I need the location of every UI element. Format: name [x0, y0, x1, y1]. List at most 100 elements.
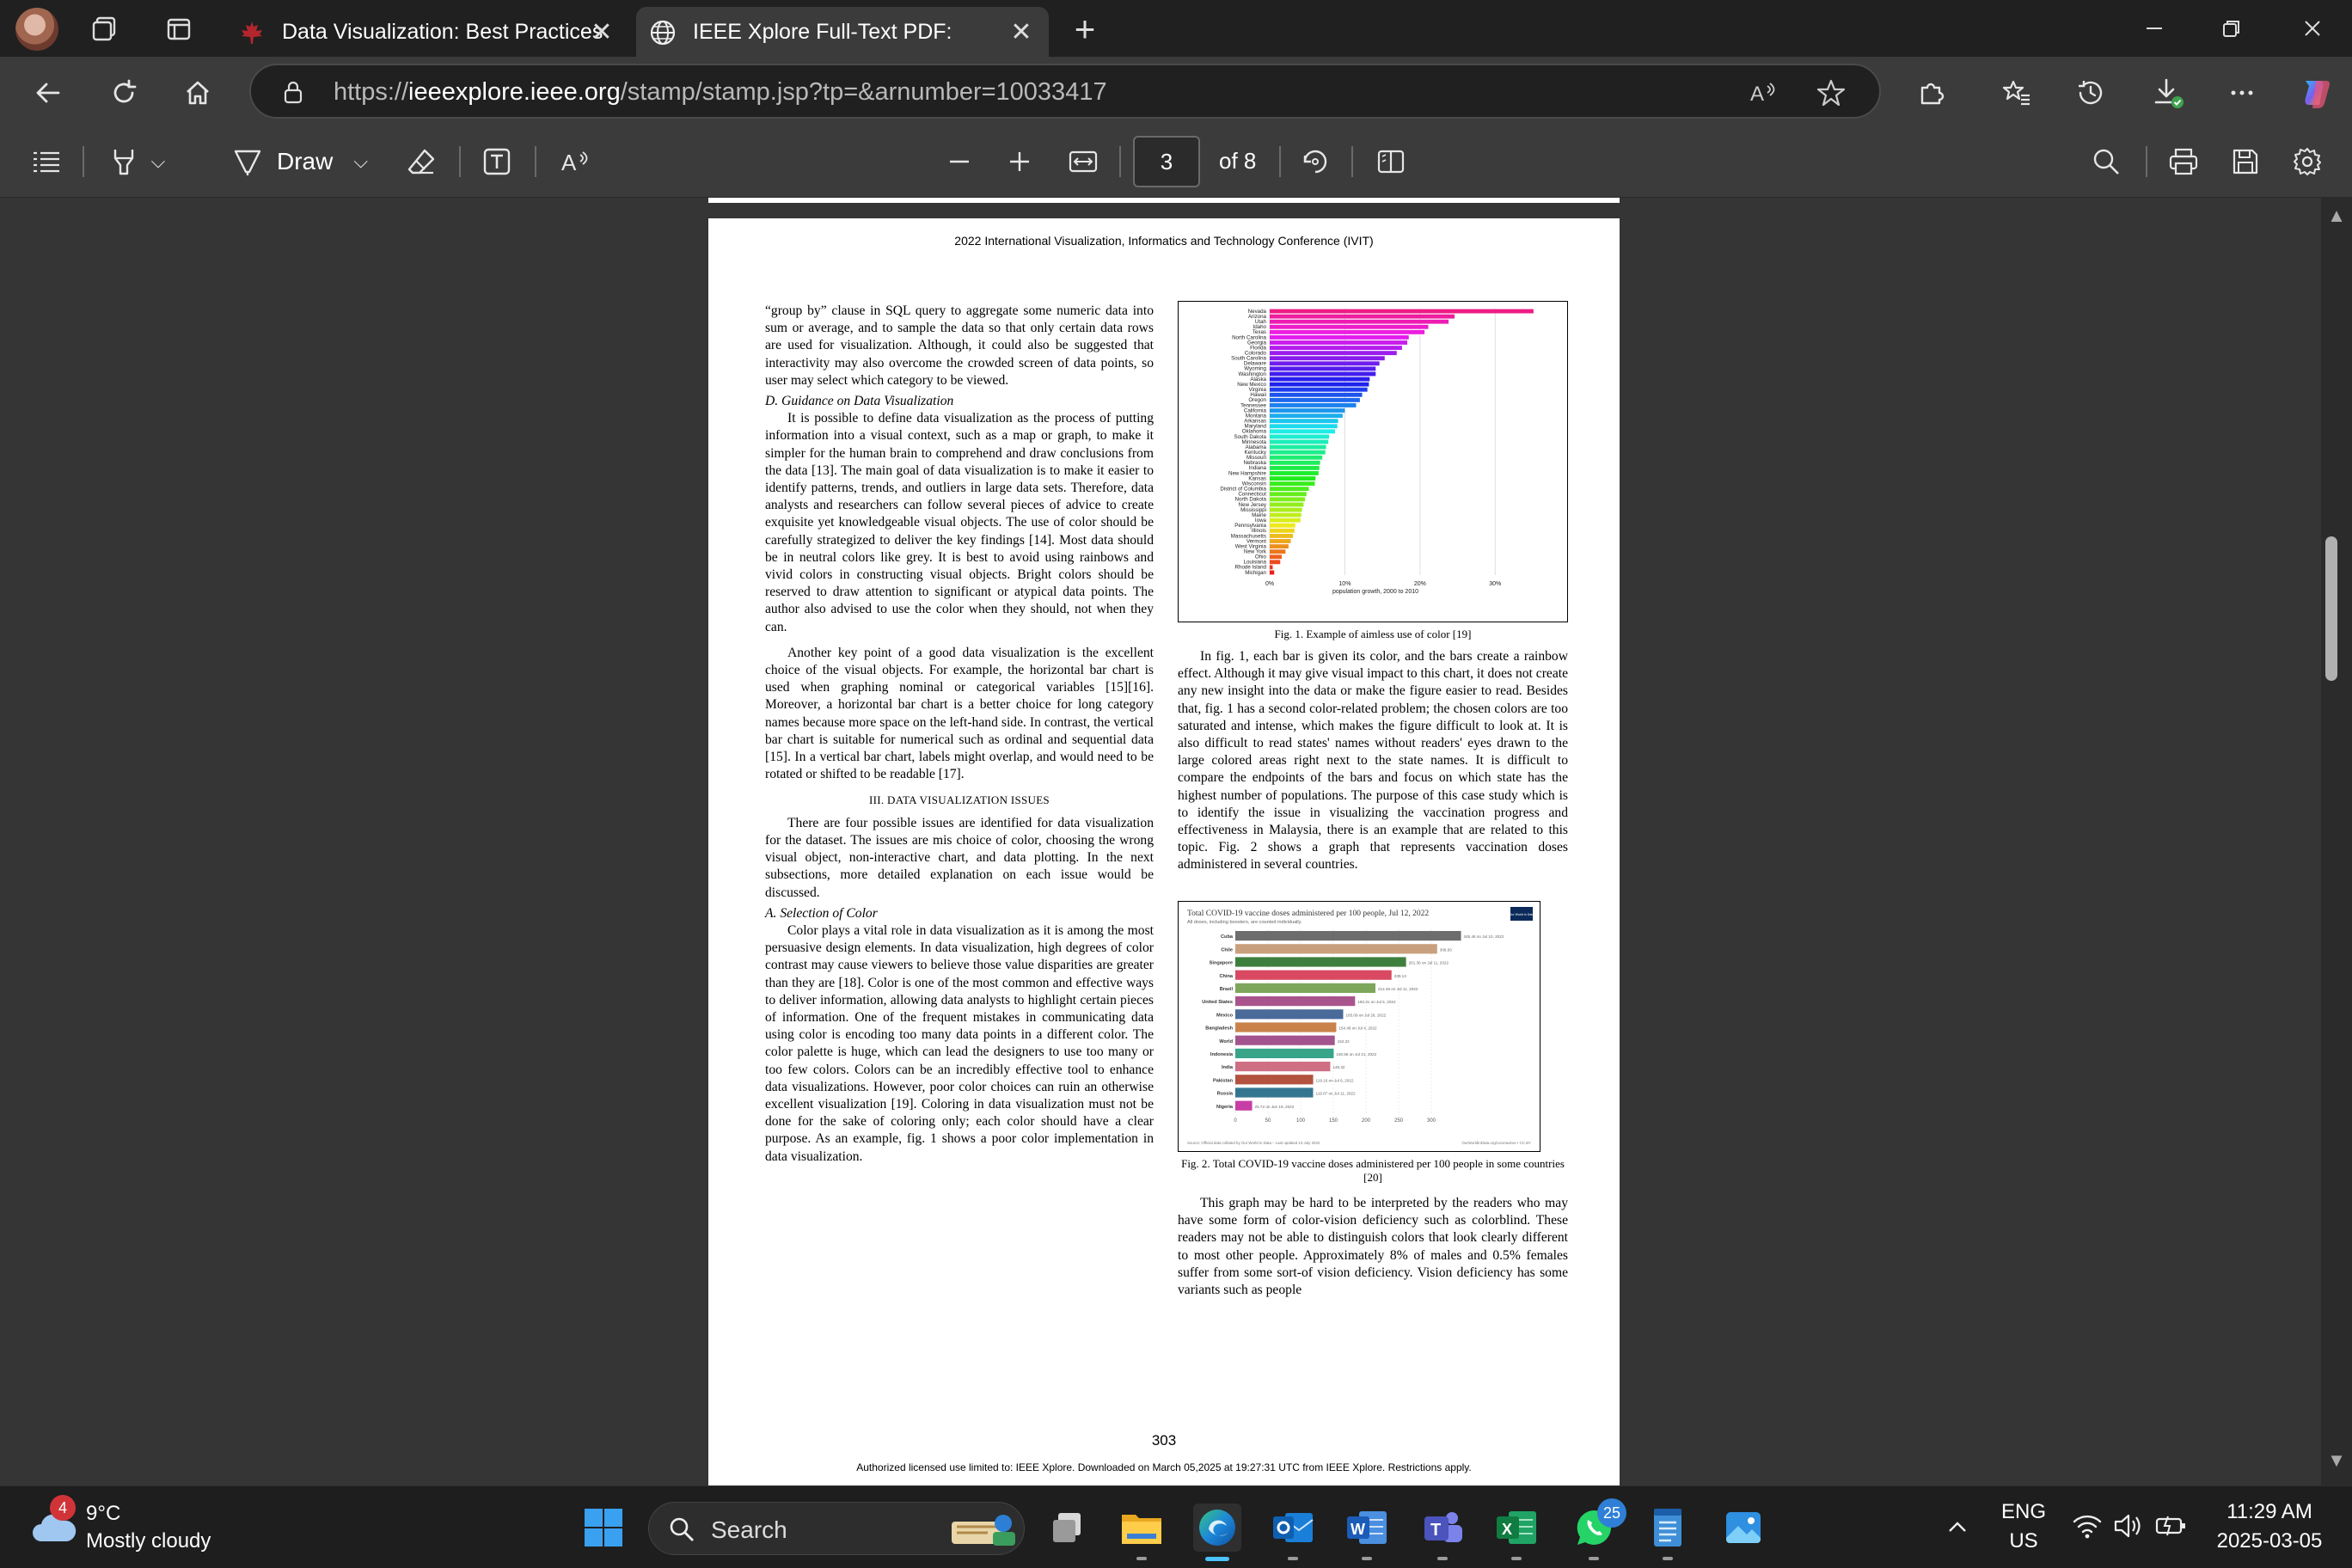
category-label: Nebraska	[1244, 460, 1267, 466]
highlight-tool-button[interactable]: ⌵	[98, 143, 175, 181]
chevron-up-icon[interactable]	[1945, 1514, 1970, 1544]
close-tab-icon[interactable]: ✕	[1010, 17, 1032, 46]
clock-date[interactable]: 2025-03-05	[2216, 1529, 2323, 1553]
windows-start-icon[interactable]	[579, 1504, 628, 1552]
taskbar: 4 9°C Mostly cloudy Search W T X 25	[0, 1485, 2352, 1568]
edge-browser-icon[interactable]	[1193, 1504, 1241, 1552]
pdf-toolbar: ⌵ Draw ⌵ A 3 of 8	[0, 126, 2352, 198]
url-path: /stamp/stamp.jsp?tp=&arnumber=10033417	[620, 78, 1107, 106]
cloud-icon[interactable]	[29, 1507, 77, 1547]
category-label: Kentucky	[1245, 450, 1267, 456]
chevron-down-icon[interactable]: ⌵	[150, 150, 166, 172]
notepad-icon[interactable]	[1644, 1504, 1692, 1552]
page-number-input[interactable]: 3	[1133, 136, 1200, 187]
tab-actions-icon[interactable]	[162, 12, 196, 46]
category-label: New Mexico	[1237, 382, 1266, 388]
volume-icon[interactable]	[2113, 1512, 2144, 1544]
scroll-up-arrow[interactable]: ▲	[2327, 205, 2346, 226]
bar	[1270, 455, 1323, 460]
table-of-contents-icon[interactable]	[28, 143, 65, 181]
restore-button[interactable]	[2206, 9, 2257, 48]
photos-icon[interactable]	[1719, 1504, 1767, 1552]
svg-text:T: T	[1430, 1521, 1441, 1540]
clock-time[interactable]: 11:29 AM	[2226, 1500, 2312, 1523]
url-text[interactable]: https://ieeexplore.ieee.org/stamp/stamp.…	[334, 78, 1107, 107]
save-icon[interactable]	[2226, 143, 2264, 181]
category-label: Virginia	[1248, 387, 1266, 393]
category-label: World	[1219, 1039, 1233, 1044]
text-box-icon[interactable]	[478, 143, 516, 181]
paragraph: There are four possible issues are ident…	[765, 815, 1154, 900]
close-tab-icon[interactable]: ✕	[591, 17, 613, 46]
scrollbar-thumb[interactable]	[2325, 536, 2337, 681]
taskbar-search[interactable]: Search	[648, 1502, 1025, 1555]
new-tab-button[interactable]: +	[1074, 9, 1096, 49]
zoom-out-button[interactable]	[940, 143, 978, 181]
data-label: 25.72 on Jun 19, 2022	[1255, 1105, 1295, 1109]
tab-data-visualization[interactable]: Data Visualization: Best Practices ✕	[225, 7, 629, 57]
language-indicator[interactable]: ENG	[2000, 1500, 2046, 1523]
bar	[1235, 1022, 1337, 1032]
data-label: 150.56 on Jul 21, 2022	[1336, 1052, 1376, 1057]
profile-avatar[interactable]	[15, 8, 58, 51]
bar	[1270, 471, 1319, 475]
keyboard-layout[interactable]: US	[2009, 1529, 2038, 1553]
vertical-scrollbar[interactable]	[2321, 198, 2352, 1485]
rotate-icon[interactable]	[1296, 143, 1334, 181]
category-label: Oklahoma	[1242, 429, 1267, 435]
favorites-icon[interactable]	[1996, 72, 2037, 113]
category-label: Pennsylvania	[1234, 523, 1266, 529]
word-icon[interactable]: W	[1343, 1504, 1391, 1552]
bar	[1270, 392, 1363, 397]
category-label: Mississippi	[1240, 507, 1266, 513]
outlook-icon[interactable]	[1269, 1504, 1317, 1552]
bar	[1270, 413, 1343, 419]
battery-icon[interactable]	[2154, 1514, 2187, 1542]
wifi-icon[interactable]	[2072, 1512, 2103, 1544]
downloads-icon[interactable]	[2147, 72, 2189, 113]
data-label: 119.07 on Jul 11, 2022	[1315, 1092, 1356, 1096]
search-icon[interactable]	[2087, 143, 2125, 181]
chevron-down-icon[interactable]: ⌵	[353, 150, 369, 172]
bar	[1270, 429, 1336, 434]
lock-icon[interactable]	[280, 79, 306, 105]
weather-temperature[interactable]: 9°C	[86, 1502, 121, 1525]
conference-header: 2022 International Visualization, Inform…	[954, 234, 1374, 248]
draw-tool-button[interactable]: Draw ⌵	[218, 143, 382, 181]
tab-ieee-xplore[interactable]: IEEE Xplore Full-Text PDF: ✕	[636, 7, 1049, 57]
category-label: Indiana	[1249, 465, 1267, 471]
close-window-button[interactable]	[2287, 9, 2338, 48]
teams-icon[interactable]: T	[1418, 1504, 1467, 1552]
back-button[interactable]	[28, 72, 69, 113]
home-button[interactable]	[177, 72, 218, 113]
category-label: Cuba	[1221, 934, 1234, 940]
extensions-icon[interactable]	[1910, 72, 1951, 113]
file-explorer-icon[interactable]	[1118, 1504, 1166, 1552]
data-label: 154.49 on Jul 4, 2022	[1338, 1026, 1377, 1031]
excel-icon[interactable]: X	[1492, 1504, 1540, 1552]
more-options-icon[interactable]	[2221, 72, 2263, 113]
data-label: 261.36 on Jul 11, 2022	[1409, 961, 1449, 965]
fit-to-width-icon[interactable]	[1064, 143, 1102, 181]
scroll-down-arrow[interactable]: ▼	[2327, 1449, 2346, 1471]
address-bar[interactable]: https://ieeexplore.ieee.org/stamp/stamp.…	[249, 64, 1881, 119]
favorite-star-icon[interactable]	[1816, 77, 1847, 113]
zoom-in-button[interactable]	[1001, 143, 1038, 181]
bar	[1235, 1035, 1335, 1045]
task-view-icon[interactable]	[1044, 1504, 1092, 1552]
page-view-icon[interactable]	[1372, 143, 1410, 181]
read-aloud-icon[interactable]: A	[1749, 77, 1779, 113]
settings-gear-icon[interactable]	[2288, 143, 2326, 181]
minimize-button[interactable]	[2128, 9, 2180, 48]
refresh-button[interactable]	[103, 72, 144, 113]
weather-description[interactable]: Mostly cloudy	[86, 1529, 211, 1553]
eraser-icon[interactable]	[402, 143, 440, 181]
read-aloud-icon[interactable]: A	[557, 143, 595, 181]
figure-1: 0% 10% 20% 30% population growth, 2000 to 20…	[1178, 301, 1568, 622]
copilot-icon[interactable]	[2295, 72, 2337, 113]
category-label: Pakistan	[1213, 1078, 1234, 1083]
print-icon[interactable]	[2165, 143, 2202, 181]
history-icon[interactable]	[2070, 72, 2111, 113]
workspaces-icon[interactable]	[88, 12, 122, 46]
category-label: Iowa	[1255, 518, 1267, 524]
